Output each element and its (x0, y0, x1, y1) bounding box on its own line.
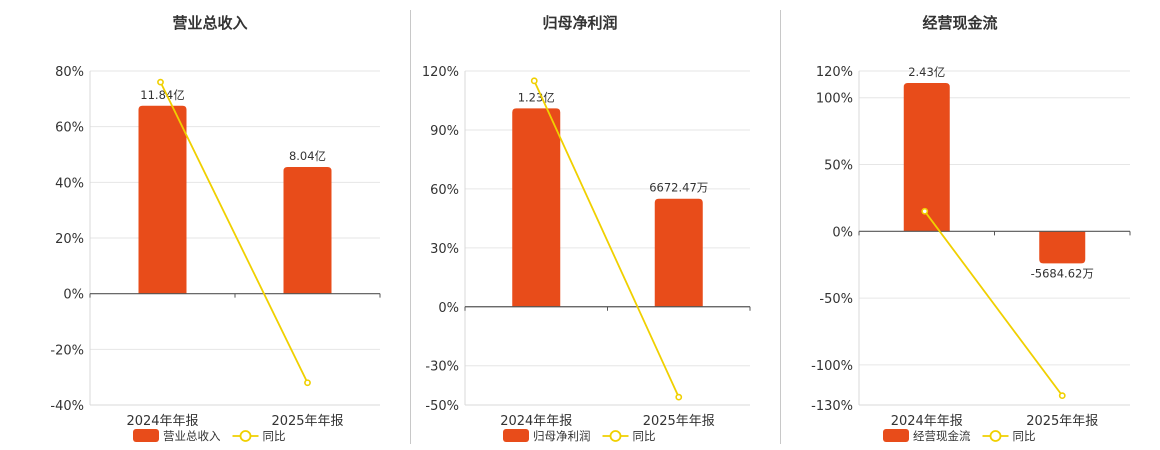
y-tick-label: 0% (63, 288, 84, 303)
y-tick-label: 0% (832, 225, 853, 240)
bar (138, 105, 187, 294)
chart-panel-revenue: 营业总收入 80% 60% 40% 20% 0% -20% -40% 11.84亿 8.04亿 20… (0, 0, 400, 450)
y-tick-label: 100% (816, 92, 853, 107)
y-tick-label: 80% (55, 65, 84, 80)
bar (1039, 231, 1086, 264)
bar-data-label: 8.04亿 (289, 149, 326, 163)
legend-label-bar: 归母净利润 (533, 429, 591, 443)
yoy-point (530, 77, 538, 85)
y-tick-label: 40% (55, 176, 84, 191)
x-category-label: 2025年年报 (1026, 414, 1098, 429)
legend-swatch-bar (883, 429, 909, 442)
chart-title: 营业总收入 (172, 14, 247, 32)
x-category-label: 2024年年报 (126, 414, 198, 429)
panel-divider (410, 10, 411, 444)
y-tick-label: -130% (811, 399, 853, 414)
legend-swatch-marker (989, 430, 1002, 442)
y-tick-label: -20% (50, 343, 84, 358)
yoy-line (924, 210, 1063, 397)
legend-label-bar: 经营现金流 (913, 429, 971, 443)
bar-data-label: 2.43亿 (908, 65, 945, 79)
x-category-label: 2025年年报 (643, 414, 715, 429)
y-tick-label: 50% (824, 159, 853, 174)
chart-cash-flow: 经营现金流 120% 100% 50% 0% -50% -100% -130% 2.43亿 -56… (811, 14, 1131, 443)
yoy-point (304, 379, 311, 387)
y-tick-label: 0% (438, 301, 459, 316)
y-tick-label: 120% (422, 65, 459, 80)
x-category-label: 2024年年报 (500, 414, 572, 429)
chart-panel-net-profit: 归母净利润 120% 90% 60% 30% 0% -30% -50% 1.23亿 6672.47… (400, 0, 780, 450)
yoy-point (675, 393, 683, 401)
bar-data-label: 1.23亿 (518, 90, 555, 104)
y-tick-label: -50% (425, 399, 459, 414)
chart-title: 经营现金流 (922, 14, 997, 32)
yoy-line (159, 81, 309, 384)
legend-swatch-marker (239, 430, 252, 442)
bar (512, 108, 561, 307)
x-category-label: 2024年年报 (891, 414, 963, 429)
legend-swatch-bar (133, 429, 159, 442)
panel-divider (780, 10, 781, 444)
y-tick-label: -100% (811, 359, 853, 374)
legend-swatch-bar (503, 429, 529, 442)
bar-data-label: -5684.62万 (1031, 266, 1094, 280)
bar (654, 198, 703, 307)
y-tick-label: 120% (816, 65, 853, 80)
legend-label-line: 同比 (263, 429, 286, 443)
legend-label-line: 同比 (1013, 429, 1036, 443)
y-tick-label: -40% (50, 399, 84, 414)
y-tick-label: 60% (430, 183, 459, 198)
bar-data-label: 6672.47万 (649, 181, 708, 195)
yoy-point (1058, 392, 1066, 400)
y-tick-label: 60% (55, 121, 84, 136)
yoy-point (157, 78, 164, 86)
chart-net-profit: 归母净利润 120% 90% 60% 30% 0% -30% -50% 1.23亿 6672.47… (422, 14, 751, 443)
yoy-point (921, 207, 929, 215)
chart-title: 归母净利润 (542, 14, 617, 32)
bar (903, 83, 950, 232)
y-tick-label: 90% (430, 124, 459, 139)
yoy-line (533, 80, 680, 398)
x-category-label: 2025年年报 (271, 414, 343, 429)
chart-panel-cash-flow: 经营现金流 120% 100% 50% 0% -50% -100% -130% 2.43亿 -56… (780, 0, 1160, 450)
chart-revenue: 营业总收入 80% 60% 40% 20% 0% -20% -40% 11.84亿 8.04亿 20… (50, 14, 381, 443)
y-tick-label: 20% (55, 232, 84, 247)
legend-label-bar: 营业总收入 (163, 429, 221, 443)
bar-data-label: 11.84亿 (140, 88, 184, 102)
y-tick-label: 30% (430, 242, 459, 257)
legend-label-line: 同比 (633, 429, 656, 443)
legend-swatch-marker (609, 430, 622, 442)
y-tick-label: -30% (425, 360, 459, 375)
bar (283, 167, 332, 294)
y-tick-label: -50% (819, 292, 853, 307)
